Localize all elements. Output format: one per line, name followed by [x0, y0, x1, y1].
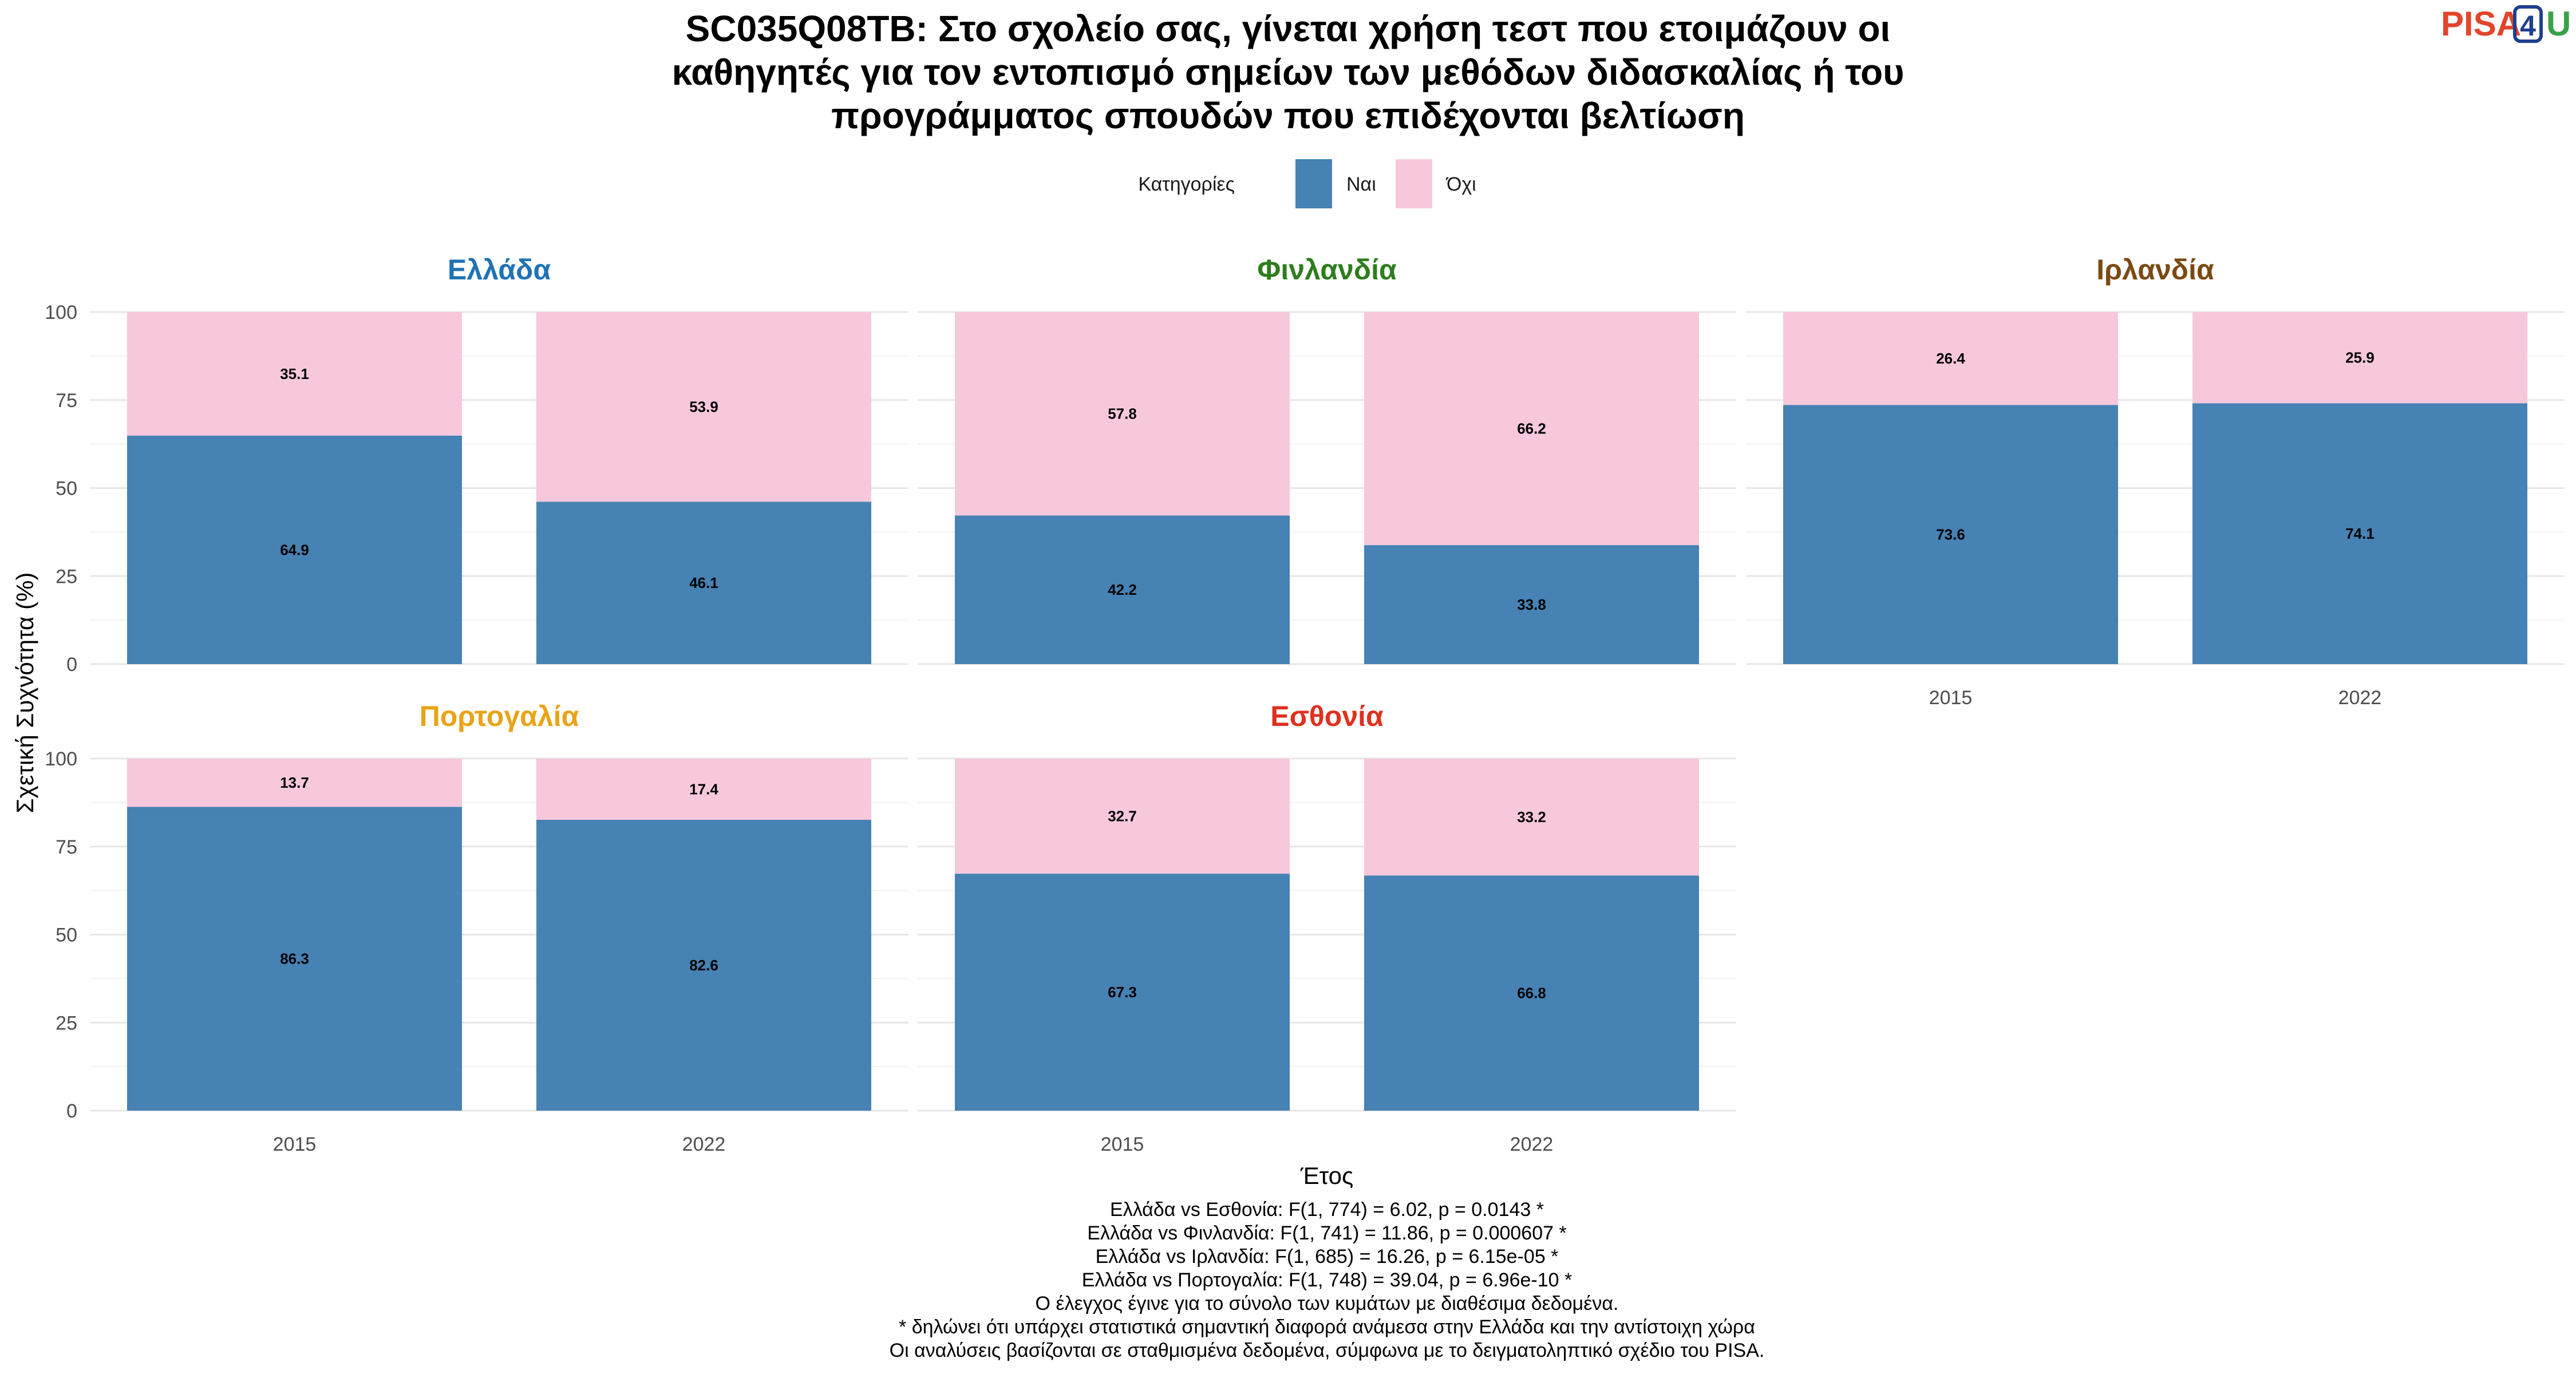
panel-title: Εσθονία [1270, 700, 1384, 732]
data-label: 66.2 [1517, 420, 1546, 437]
bar-ναι-2022 [1364, 545, 1699, 664]
data-label: 73.6 [1936, 526, 1965, 543]
title-line-1: SC035Q08TB: Στο σχολείο σας, γίνεται χρή… [686, 8, 1891, 49]
pisa4u-logo: PISA 4 U [2441, 5, 2571, 43]
y-tick-label: 75 [56, 390, 77, 412]
data-label: 33.8 [1517, 596, 1546, 613]
y-axis-title: Σχετική Συχνότητα (%) [11, 572, 38, 814]
bar-όχι-2022 [536, 312, 871, 502]
logo-letter: U [2546, 5, 2571, 43]
panel-ελλάδα: Ελλάδα 0 25 50 75 100 64.9 35.1 46.1 53.9 [45, 254, 908, 676]
data-label: 74.1 [2345, 525, 2374, 542]
data-label: 66.8 [1517, 985, 1546, 1002]
bar-ναι-2015 [1783, 405, 2118, 664]
data-label: 86.3 [280, 950, 309, 968]
y-tick-label: 50 [56, 478, 77, 500]
panel-title: Ελλάδα [448, 254, 551, 286]
legend-label-ochi: Όχι [1445, 173, 1476, 195]
data-label: 82.6 [689, 957, 718, 974]
bar-όχι-2022 [536, 759, 871, 820]
data-label: 35.1 [280, 365, 309, 382]
panel-title: Φινλανδία [1257, 254, 1397, 286]
bar-όχι-2015 [127, 312, 462, 436]
panel-πορτογαλία: Πορτογαλία 0 25 50 75 100 86.3 13.7 82.6 17.4 2015… [45, 700, 908, 1155]
data-label: 32.7 [1108, 808, 1137, 825]
y-tick-label: 100 [45, 302, 77, 323]
legend-swatch-ochi [1396, 159, 1432, 208]
y-tick-label: 0 [66, 1100, 77, 1122]
footnote-line-3: Ελλάδα vs Ιρλανδία: F(1, 685) = 16.26, p… [1096, 1246, 1559, 1268]
bar-ναι-2015 [127, 435, 462, 664]
bar-όχι-2015 [1783, 312, 2118, 405]
bar-όχι-2022 [1364, 759, 1699, 876]
data-label: 64.9 [280, 541, 309, 558]
legend-swatch-nai [1295, 159, 1332, 208]
panel-title: Πορτογαλία [420, 700, 579, 732]
bar-όχι-2022 [1364, 312, 1699, 546]
bar-ναι-2015 [955, 874, 1290, 1111]
footnote-line-6: * δηλώνει ότι υπάρχει στατιστικά σημαντι… [899, 1316, 1755, 1338]
data-label: 46.1 [689, 574, 718, 591]
y-tick-label: 0 [66, 654, 77, 676]
panel-ιρλανδία: Ιρλανδία 73.6 26.4 74.1 25.9 2015 2022 [1746, 254, 2565, 709]
logo-digit-box [2513, 5, 2543, 43]
x-tick-label: 2022 [1510, 1134, 1554, 1155]
y-tick-label: 25 [56, 566, 77, 587]
data-label: 57.8 [1108, 405, 1137, 423]
title-line-2: καθηγητές για τον εντοπισμό σημείων των … [672, 52, 1905, 93]
x-tick-label: 2022 [2338, 687, 2382, 709]
y-tick-label: 50 [56, 925, 77, 946]
data-label: 67.3 [1108, 984, 1137, 1001]
footnote-line-4: Ελλάδα vs Πορτογαλία: F(1, 748) = 39.04,… [1082, 1269, 1572, 1291]
bar-ναι-2022 [2192, 403, 2527, 664]
bar-όχι-2015 [127, 759, 462, 807]
x-tick-label: 2015 [1929, 687, 1973, 709]
panel-φινλανδία: Φινλανδία 42.2 57.8 33.8 66.2 [918, 254, 1736, 665]
logo-digit: 4 [2520, 10, 2536, 42]
bar-όχι-2022 [2192, 312, 2527, 404]
footnote-line-5: Ο έλεγχος έγινε για το σύνολο των κυμάτω… [1036, 1293, 1619, 1314]
logo-pisa-text: PISA [2441, 5, 2521, 43]
bar-ναι-2022 [536, 502, 871, 664]
bar-όχι-2015 [955, 312, 1290, 516]
data-label: 53.9 [689, 398, 718, 416]
footnote-line-7: Οι αναλύσεις βασίζονται σε σταθμισμένα δ… [890, 1340, 1765, 1361]
data-label: 26.4 [1936, 350, 1965, 367]
title-line-3: προγράμματος σπουδών που επιδέχονται βελ… [831, 95, 1745, 136]
legend: Κατηγορίες Ναι Όχι [1138, 159, 1476, 208]
data-label: 17.4 [689, 781, 718, 798]
legend-title: Κατηγορίες [1138, 173, 1235, 195]
y-tick-label: 75 [56, 836, 77, 858]
bar-ναι-2015 [127, 807, 462, 1111]
bar-ναι-2022 [536, 820, 871, 1111]
chart-title: SC035Q08TB: Στο σχολείο σας, γίνεται χρή… [672, 8, 1905, 136]
data-label: 33.2 [1517, 808, 1546, 826]
footnote-line-2: Ελλάδα vs Φινλανδία: F(1, 741) = 11.86, … [1087, 1222, 1566, 1244]
x-axis-title: Έτος [1300, 1162, 1354, 1189]
bar-ναι-2022 [1364, 875, 1699, 1111]
legend-label-nai: Ναι [1346, 173, 1376, 195]
x-tick-label: 2015 [273, 1134, 317, 1155]
panel-εσθονία: Εσθονία 67.3 32.7 66.8 33.2 2015 2022 [918, 700, 1736, 1155]
y-tick-label: 100 [45, 748, 77, 770]
data-label: 42.2 [1108, 581, 1137, 598]
data-label: 25.9 [2345, 349, 2374, 366]
x-tick-label: 2015 [1101, 1134, 1144, 1155]
bar-όχι-2015 [955, 759, 1290, 874]
bar-ναι-2015 [955, 515, 1290, 664]
data-label: 13.7 [280, 774, 309, 791]
panel-title: Ιρλανδία [2096, 254, 2214, 286]
footnote-line-1: Ελλάδα vs Εσθονία: F(1, 774) = 6.02, p =… [1110, 1199, 1544, 1221]
footnotes: Ελλάδα vs Εσθονία: F(1, 774) = 6.02, p =… [890, 1199, 1765, 1361]
y-tick-label: 25 [56, 1012, 77, 1034]
x-tick-label: 2022 [682, 1134, 726, 1155]
facet-panels: Ελλάδα 0 25 50 75 100 64.9 35.1 46.1 53.9 Φινλανδί… [45, 254, 2565, 1155]
